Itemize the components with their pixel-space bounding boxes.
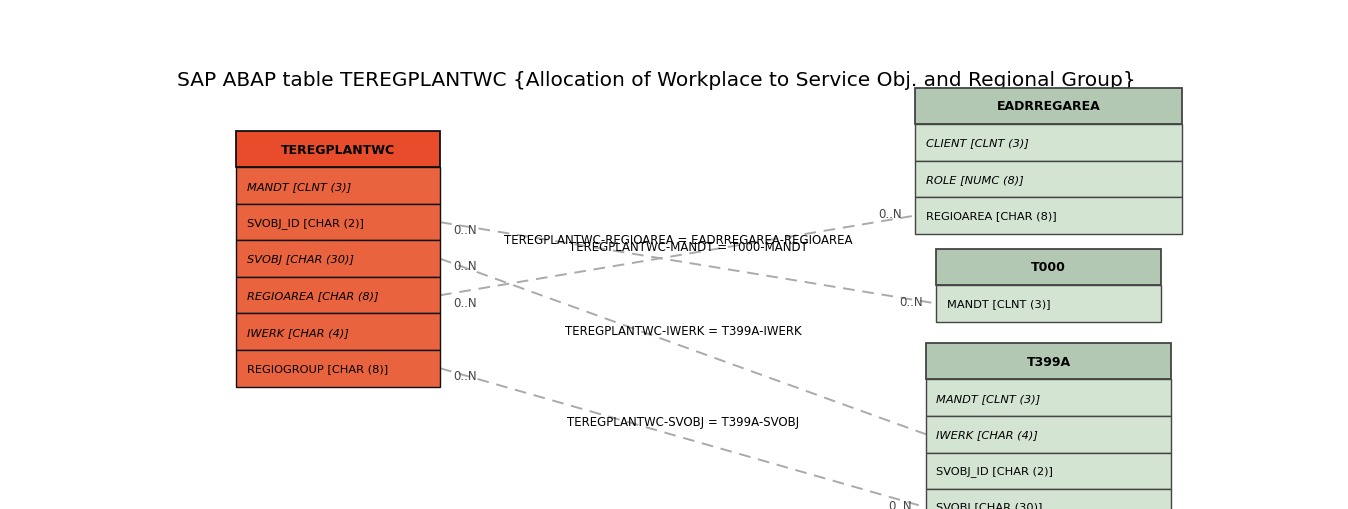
Text: MANDT [CLNT (3)]: MANDT [CLNT (3)] xyxy=(247,181,350,191)
Text: 0..N: 0..N xyxy=(454,223,477,236)
FancyBboxPatch shape xyxy=(236,277,439,314)
FancyBboxPatch shape xyxy=(926,453,1171,489)
FancyBboxPatch shape xyxy=(937,249,1161,286)
Text: CLIENT [CLNT (3)]: CLIENT [CLNT (3)] xyxy=(926,138,1029,148)
Text: T000: T000 xyxy=(1031,261,1066,274)
Text: TEREGPLANTWC-MANDT = T000-MANDT: TEREGPLANTWC-MANDT = T000-MANDT xyxy=(569,241,807,253)
Text: TEREGPLANTWC-REGIOAREA = EADRREGAREA-REGIOAREA: TEREGPLANTWC-REGIOAREA = EADRREGAREA-REG… xyxy=(504,233,852,246)
Text: SVOBJ [CHAR (30)]: SVOBJ [CHAR (30)] xyxy=(937,502,1043,509)
Text: TEREGPLANTWC: TEREGPLANTWC xyxy=(282,144,395,156)
FancyBboxPatch shape xyxy=(915,198,1182,234)
Text: 0..N: 0..N xyxy=(888,499,913,509)
FancyBboxPatch shape xyxy=(926,380,1171,416)
Text: REGIOAREA [CHAR (8)]: REGIOAREA [CHAR (8)] xyxy=(926,211,1057,221)
Text: MANDT [CLNT (3)]: MANDT [CLNT (3)] xyxy=(946,299,1050,309)
Text: 0..N: 0..N xyxy=(454,369,477,382)
Text: ROLE [NUMC (8)]: ROLE [NUMC (8)] xyxy=(926,175,1023,185)
FancyBboxPatch shape xyxy=(915,89,1182,125)
Text: REGIOGROUP [CHAR (8)]: REGIOGROUP [CHAR (8)] xyxy=(247,363,388,374)
Text: MANDT [CLNT (3)]: MANDT [CLNT (3)] xyxy=(937,393,1041,403)
Text: T399A: T399A xyxy=(1027,355,1070,368)
FancyBboxPatch shape xyxy=(937,286,1161,322)
FancyBboxPatch shape xyxy=(926,343,1171,380)
Text: REGIOAREA [CHAR (8)]: REGIOAREA [CHAR (8)] xyxy=(247,291,379,301)
FancyBboxPatch shape xyxy=(236,241,439,277)
FancyBboxPatch shape xyxy=(915,161,1182,198)
FancyBboxPatch shape xyxy=(236,350,439,387)
FancyBboxPatch shape xyxy=(926,489,1171,509)
Text: 0..N: 0..N xyxy=(899,295,923,308)
Text: EADRREGAREA: EADRREGAREA xyxy=(996,100,1100,113)
FancyBboxPatch shape xyxy=(236,314,439,350)
Text: IWERK [CHAR (4)]: IWERK [CHAR (4)] xyxy=(937,430,1038,439)
Text: SVOBJ_ID [CHAR (2)]: SVOBJ_ID [CHAR (2)] xyxy=(937,465,1053,476)
Text: 0..N: 0..N xyxy=(454,296,477,309)
Text: TEREGPLANTWC-IWERK = T399A-IWERK: TEREGPLANTWC-IWERK = T399A-IWERK xyxy=(565,324,801,337)
Text: SAP ABAP table TEREGPLANTWC {Allocation of Workplace to Service Obj. and Regiona: SAP ABAP table TEREGPLANTWC {Allocation … xyxy=(177,71,1135,90)
FancyBboxPatch shape xyxy=(236,132,439,168)
FancyBboxPatch shape xyxy=(915,125,1182,161)
FancyBboxPatch shape xyxy=(926,416,1171,453)
FancyBboxPatch shape xyxy=(236,205,439,241)
Text: TEREGPLANTWC-SVOBJ = T399A-SVOBJ: TEREGPLANTWC-SVOBJ = T399A-SVOBJ xyxy=(568,415,799,428)
Text: IWERK [CHAR (4)]: IWERK [CHAR (4)] xyxy=(247,327,349,337)
Text: SVOBJ [CHAR (30)]: SVOBJ [CHAR (30)] xyxy=(247,254,355,264)
Text: 0..N: 0..N xyxy=(454,260,477,273)
Text: SVOBJ_ID [CHAR (2)]: SVOBJ_ID [CHAR (2)] xyxy=(247,217,364,228)
FancyBboxPatch shape xyxy=(236,168,439,205)
Text: 0..N: 0..N xyxy=(879,208,902,220)
